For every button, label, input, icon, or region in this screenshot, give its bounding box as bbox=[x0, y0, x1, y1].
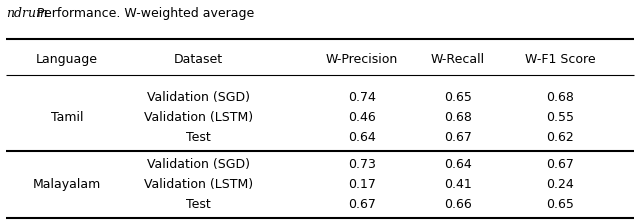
Text: 0.62: 0.62 bbox=[546, 131, 574, 144]
Text: 0.73: 0.73 bbox=[348, 158, 376, 171]
Text: Validation (LSTM): Validation (LSTM) bbox=[144, 178, 253, 191]
Text: 0.41: 0.41 bbox=[444, 178, 472, 191]
Text: 0.65: 0.65 bbox=[546, 198, 574, 211]
Text: Performance. W-weighted average: Performance. W-weighted average bbox=[33, 7, 255, 20]
Text: 0.67: 0.67 bbox=[546, 158, 574, 171]
Text: Validation (SGD): Validation (SGD) bbox=[147, 158, 250, 171]
Text: 0.46: 0.46 bbox=[348, 111, 376, 124]
Text: Malayalam: Malayalam bbox=[33, 178, 101, 191]
Text: 0.17: 0.17 bbox=[348, 178, 376, 191]
Text: Test: Test bbox=[186, 131, 211, 144]
Text: 0.74: 0.74 bbox=[348, 91, 376, 104]
Text: Validation (LSTM): Validation (LSTM) bbox=[144, 111, 253, 124]
Text: W-F1 Score: W-F1 Score bbox=[525, 53, 595, 66]
Text: 0.64: 0.64 bbox=[444, 158, 472, 171]
Text: 0.66: 0.66 bbox=[444, 198, 472, 211]
Text: Test: Test bbox=[186, 198, 211, 211]
Text: Tamil: Tamil bbox=[51, 111, 83, 124]
Text: 0.67: 0.67 bbox=[348, 198, 376, 211]
Text: Language: Language bbox=[36, 53, 98, 66]
Text: ndrum: ndrum bbox=[6, 7, 48, 20]
Text: 0.24: 0.24 bbox=[546, 178, 574, 191]
Text: Validation (SGD): Validation (SGD) bbox=[147, 91, 250, 104]
Text: 0.65: 0.65 bbox=[444, 91, 472, 104]
Text: W-Recall: W-Recall bbox=[431, 53, 484, 66]
Text: 0.64: 0.64 bbox=[348, 131, 376, 144]
Text: 0.68: 0.68 bbox=[444, 111, 472, 124]
Text: 0.68: 0.68 bbox=[546, 91, 574, 104]
Text: Dataset: Dataset bbox=[174, 53, 223, 66]
Text: W-Precision: W-Precision bbox=[326, 53, 397, 66]
Text: 0.67: 0.67 bbox=[444, 131, 472, 144]
Text: 0.55: 0.55 bbox=[546, 111, 574, 124]
